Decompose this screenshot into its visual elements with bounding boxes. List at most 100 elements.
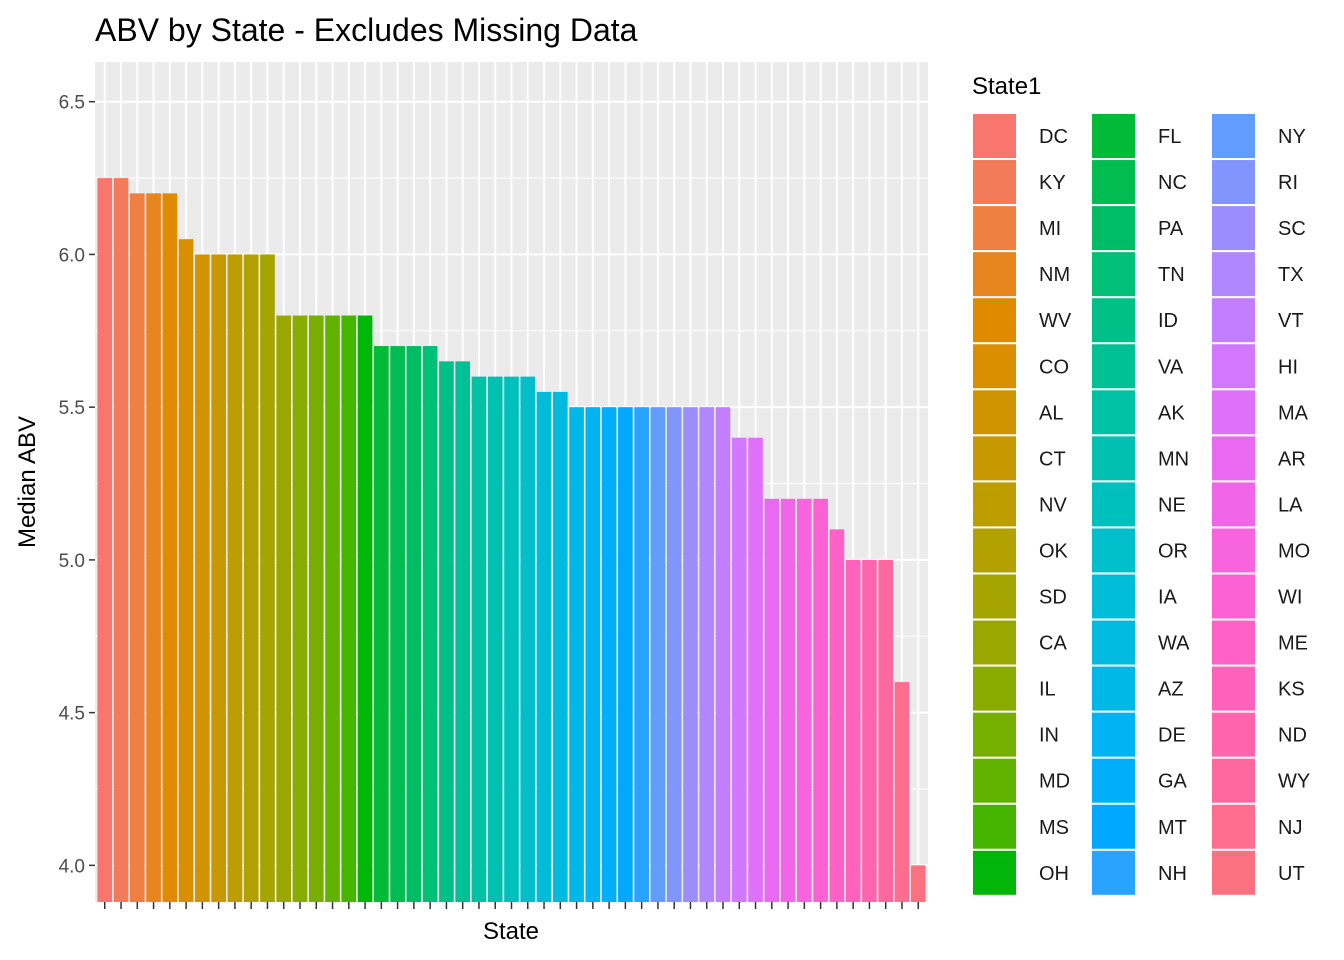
legend-key-fl (1092, 114, 1135, 158)
bar-ky (113, 178, 129, 902)
legend-key-ak (1092, 390, 1135, 435)
legend-label-vt: VT (1278, 310, 1304, 332)
bar-nc (390, 346, 405, 902)
legend-label-nd: ND (1278, 725, 1307, 747)
legend-label-in: IN (1039, 725, 1059, 747)
legend-key-md (973, 758, 1016, 803)
bar-ny (650, 407, 666, 902)
legend-label-ct: CT (1039, 448, 1066, 470)
bar-ar (764, 498, 780, 902)
bar-ma (748, 437, 763, 902)
x-axis-title: State (483, 918, 539, 945)
bar-pa (406, 346, 422, 902)
bar-mi (129, 193, 145, 902)
legend-label-al: AL (1039, 402, 1063, 424)
legend-label-nc: NC (1158, 172, 1187, 194)
bar-in (308, 315, 324, 902)
legend-label-sc: SC (1278, 218, 1306, 240)
legend-label-il: IL (1039, 679, 1056, 701)
bar-nj (894, 682, 910, 902)
bar-me (829, 529, 845, 902)
legend-key-la (1212, 482, 1255, 527)
y-tick-label: 6.0 (59, 245, 85, 266)
legend-key-ma (1212, 390, 1255, 435)
legend-key-wy (1212, 758, 1255, 803)
bar-or (520, 376, 536, 903)
legend-key-in (973, 712, 1016, 757)
legend-label-nv: NV (1039, 494, 1067, 516)
legend-label-me: ME (1278, 633, 1308, 655)
legend-label-hi: HI (1278, 356, 1298, 378)
bar-ut (910, 865, 926, 902)
legend-label-wv: WV (1039, 310, 1072, 332)
bar-wa (552, 391, 568, 902)
legend-key-co (973, 344, 1016, 389)
bar-ak (471, 376, 487, 903)
legend-key-ut (1212, 850, 1255, 895)
bar-la (780, 498, 796, 902)
legend-label-ne: NE (1158, 494, 1186, 516)
legend-label-tx: TX (1278, 264, 1304, 286)
legend-key-id (1092, 298, 1135, 343)
bar-va (455, 361, 471, 902)
bar-hi (731, 437, 747, 902)
legend-label-nh: NH (1158, 863, 1187, 885)
legend-label-ia: IA (1158, 587, 1178, 609)
y-tick-label: 4.5 (59, 704, 85, 725)
legend-label-ok: OK (1039, 540, 1069, 562)
bar-sc (683, 407, 698, 902)
legend-label-ms: MS (1039, 817, 1069, 839)
y-tick-label: 5.0 (59, 551, 85, 572)
legend-label-de: DE (1158, 725, 1186, 747)
bar-oh (357, 315, 373, 902)
legend-key-wv (973, 298, 1016, 343)
legend-label-or: OR (1158, 540, 1188, 562)
bar-ct (211, 254, 226, 902)
bar-dc (97, 178, 113, 902)
legend-key-de (1092, 712, 1135, 757)
bar-nh (634, 407, 649, 902)
bar-ne (504, 376, 519, 903)
bar-wi (813, 498, 828, 902)
legend-label-ga: GA (1158, 771, 1188, 793)
legend-title: State1 (972, 73, 1041, 100)
legend-key-pa (1092, 206, 1135, 251)
legend-key-ok (973, 528, 1016, 573)
legend-key-ny (1212, 114, 1255, 158)
legend-label-ut: UT (1278, 863, 1305, 885)
bar-de (585, 407, 601, 902)
bar-ks (845, 559, 861, 902)
legend-key-ms (973, 804, 1016, 849)
y-axis: 4.0 4.5 5.0 5.5 6.0 6.5 (59, 93, 95, 877)
legend-key-nm (973, 252, 1016, 297)
legend-label-wi: WI (1278, 587, 1302, 609)
legend-key-tn (1092, 252, 1135, 297)
legend-label-ca: CA (1039, 633, 1067, 655)
legend-key-nh (1092, 850, 1135, 895)
legend-key-mo (1212, 528, 1255, 573)
legend-label-az: AZ (1158, 679, 1184, 701)
legend-key-oh (973, 850, 1016, 895)
legend-label-fl: FL (1158, 126, 1181, 148)
legend-key-ky (973, 160, 1016, 205)
legend-key-dc (973, 114, 1016, 158)
bar-al (195, 254, 210, 902)
bar-nv (227, 254, 243, 902)
legend-label-id: ID (1158, 310, 1178, 332)
legend-label-mi: MI (1039, 218, 1061, 240)
legend-label-ri: RI (1278, 172, 1298, 194)
legend-key-il (973, 666, 1016, 711)
bar-ms (341, 315, 357, 902)
bar-tn (422, 346, 438, 902)
legend-key-nv (973, 482, 1016, 527)
legend-key-ri (1212, 160, 1255, 205)
bar-ca (276, 315, 292, 902)
legend-key-va (1092, 344, 1135, 389)
legend-label-la: LA (1278, 494, 1303, 516)
legend-label-nm: NM (1039, 264, 1070, 286)
bars (97, 178, 926, 903)
legend-label-wa: WA (1158, 633, 1190, 655)
legend-label-md: MD (1039, 771, 1070, 793)
bar-co (178, 239, 194, 902)
